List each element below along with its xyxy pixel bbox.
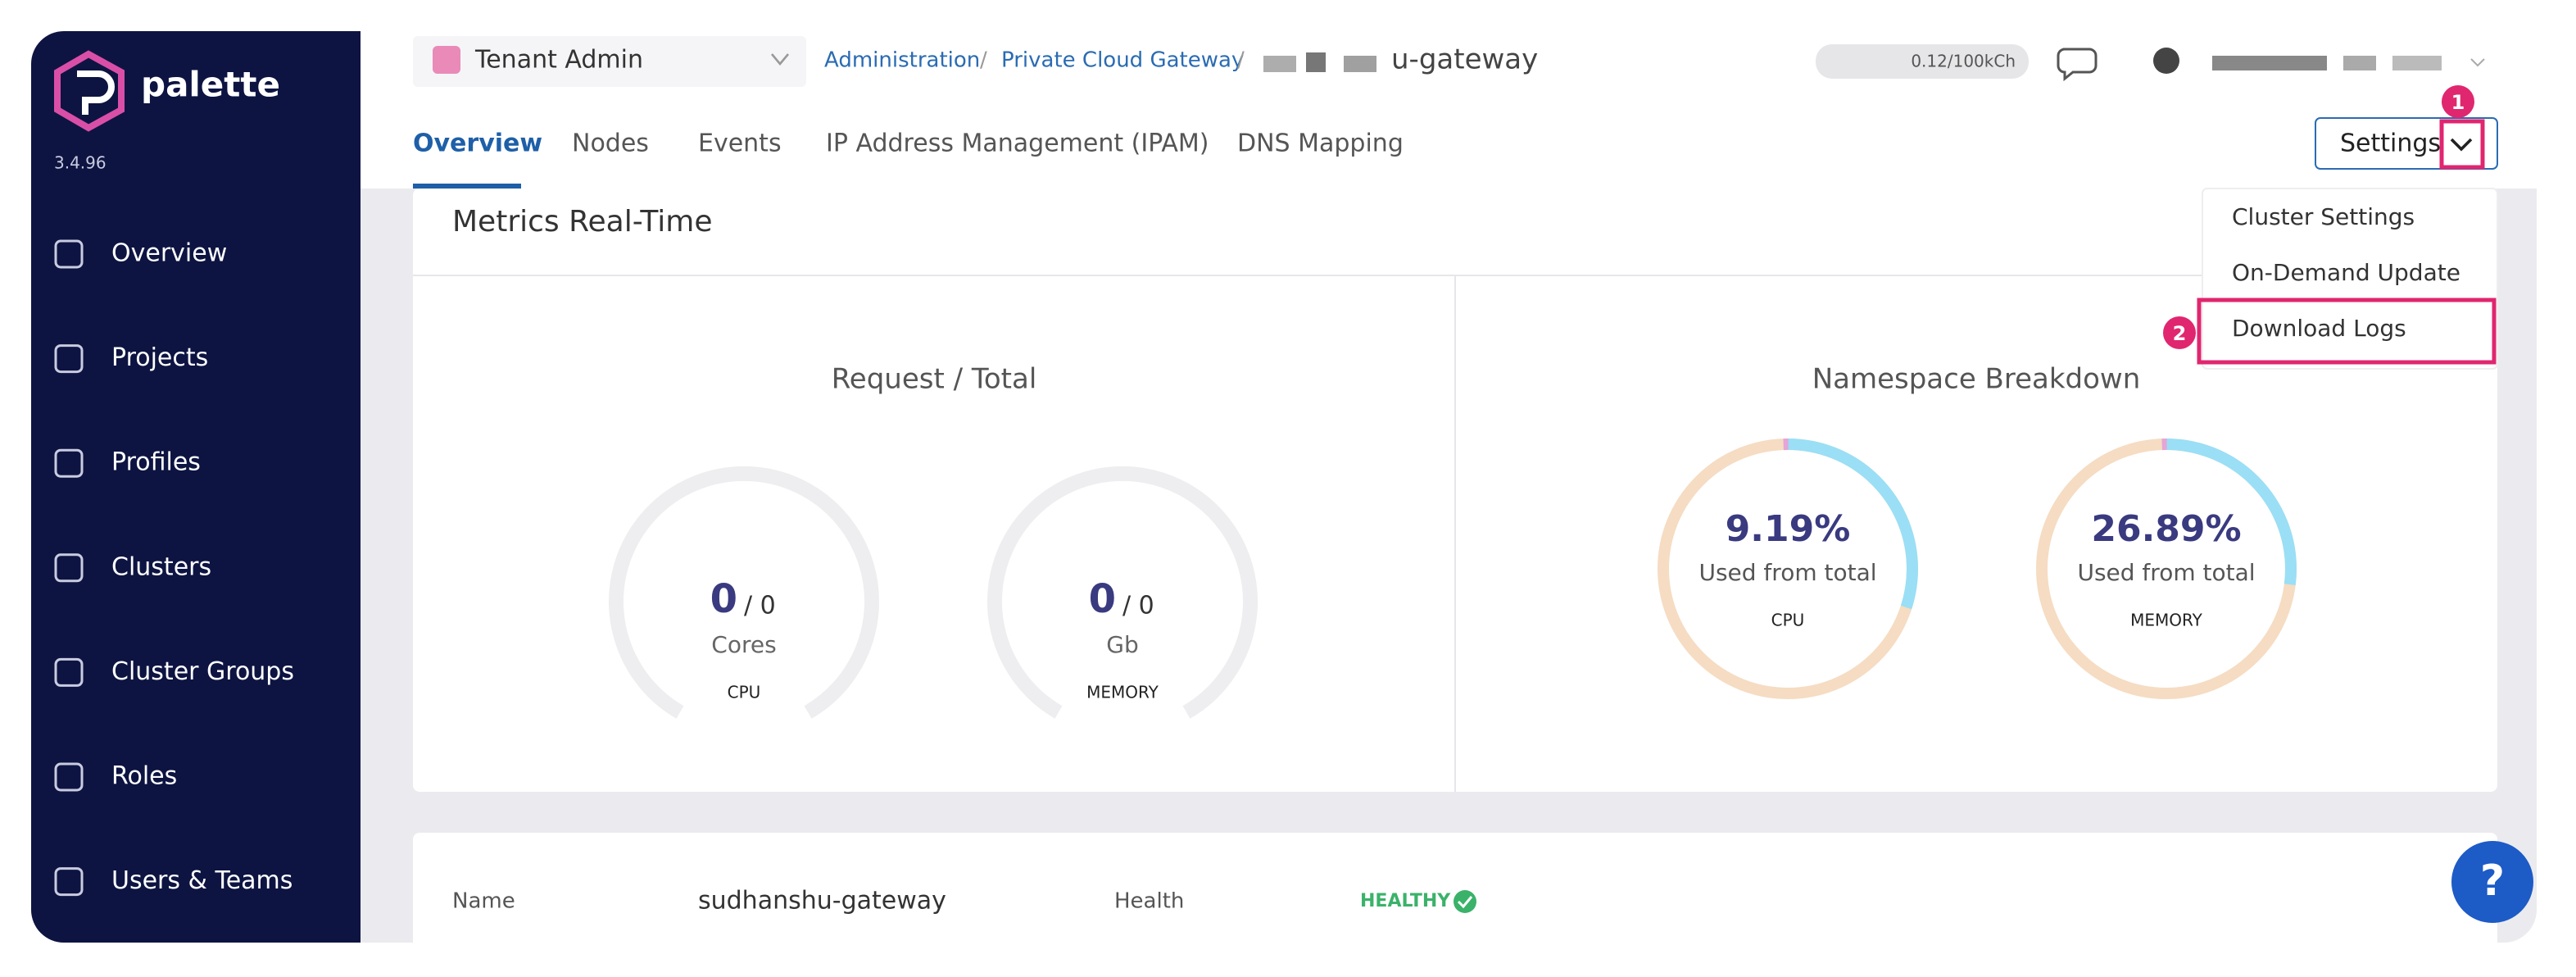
gauge-unit: Cores <box>711 631 776 658</box>
gauge-total: / 0 <box>744 592 776 620</box>
tab[interactable]: DNS Mapping <box>1237 130 1404 158</box>
tenant-name: Tenant Admin <box>474 46 643 75</box>
gauge-label: CPU <box>728 683 761 702</box>
gauge-used: 0 <box>710 576 737 622</box>
donut-label: MEMORY <box>2130 611 2203 630</box>
bottom-clip <box>31 943 2576 977</box>
credits-pill <box>1816 44 2029 79</box>
credits: 0.12/100kCh <box>1911 52 2016 71</box>
check <box>1457 896 1473 909</box>
cluster-name: u-gateway <box>1391 43 1538 76</box>
menu-item[interactable]: Users & Teams <box>111 866 293 895</box>
field-label: Name <box>452 889 515 914</box>
settings-button[interactable] <box>2315 117 2498 170</box>
tab[interactable]: Nodes <box>572 130 649 158</box>
step-number: 2 <box>2173 322 2187 345</box>
sidebar <box>31 31 361 943</box>
health-status: HEALTHY <box>1360 891 1451 911</box>
section-title: Request / Total <box>832 363 1037 396</box>
step-number: 1 <box>2451 91 2465 114</box>
donut-percent: 9.19% <box>1726 508 1851 550</box>
field-value: sudhanshu-gateway <box>698 887 946 916</box>
gauge-unit: Gb <box>1106 631 1138 658</box>
gauge-track <box>987 466 1258 719</box>
version: 3.4.96 <box>54 153 107 173</box>
step-badge <box>2442 85 2474 118</box>
settings-menu <box>2202 188 2498 370</box>
tab-underline <box>413 184 521 189</box>
donut-segment <box>1658 439 1918 699</box>
favorite-icon[interactable] <box>2153 48 2179 74</box>
donut-caption: Used from total <box>1698 559 1876 586</box>
donut-percent: 26.89% <box>2091 508 2241 550</box>
card-title: Metrics Real-Time <box>452 205 713 239</box>
menu-icon <box>54 448 84 478</box>
menu-icon <box>54 867 84 897</box>
menu-icon <box>54 762 84 792</box>
redacted <box>1263 52 1376 72</box>
separator: / <box>980 48 987 73</box>
gauge-label: MEMORY <box>1086 683 1159 702</box>
brand: palette <box>141 65 280 105</box>
menu-item[interactable]: Projects <box>111 343 208 372</box>
menu-item[interactable]: Roles <box>111 762 177 791</box>
menu-icon <box>54 657 84 687</box>
settings-label: Settings <box>2340 130 2441 158</box>
menu-option[interactable]: Cluster Settings <box>2232 203 2415 230</box>
chevron <box>2450 138 2473 152</box>
help-button[interactable] <box>2451 841 2533 923</box>
gauge-track <box>609 466 879 719</box>
highlight-box <box>2439 119 2485 170</box>
chevron <box>2470 58 2485 67</box>
tab[interactable]: IP Address Management (IPAM) <box>826 130 1209 158</box>
chat-icon[interactable] <box>2057 48 2098 82</box>
tenant-select[interactable] <box>413 36 806 87</box>
chevron <box>771 53 789 66</box>
menu-icon <box>54 553 84 583</box>
menu-option[interactable]: On-Demand Update <box>2232 259 2460 286</box>
field-label: Health <box>1114 889 1184 914</box>
menu-item[interactable]: Overview <box>111 239 227 268</box>
menu-item[interactable]: Cluster Groups <box>111 657 294 686</box>
gauge-total: / 0 <box>1122 592 1154 620</box>
donut-label: CPU <box>1771 611 1805 630</box>
gauge-used: 0 <box>1089 576 1116 622</box>
breadcrumb[interactable]: Private Cloud Gateway <box>1001 48 1244 73</box>
menu-item[interactable]: Profiles <box>111 448 201 477</box>
donut-segment <box>2036 439 2297 699</box>
highlight-box <box>2197 298 2497 365</box>
tab[interactable]: Events <box>698 130 782 158</box>
tenant-icon <box>433 46 460 74</box>
section-title: Namespace Breakdown <box>1812 363 2141 396</box>
health-icon <box>1454 890 1476 913</box>
tab[interactable]: Overview <box>413 130 542 158</box>
menu-option[interactable]: Download Logs <box>2232 315 2406 342</box>
donut-caption: Used from total <box>2077 559 2255 586</box>
logo <box>54 50 125 132</box>
separator: / <box>1237 48 1245 73</box>
menu-item[interactable]: Clusters <box>111 552 211 581</box>
menu-icon <box>54 239 84 269</box>
menu-icon <box>54 344 84 374</box>
step-badge <box>2163 316 2196 349</box>
redacted-user <box>2212 56 2442 70</box>
help-icon: ? <box>2480 857 2505 906</box>
breadcrumb[interactable]: Administration <box>824 48 980 73</box>
